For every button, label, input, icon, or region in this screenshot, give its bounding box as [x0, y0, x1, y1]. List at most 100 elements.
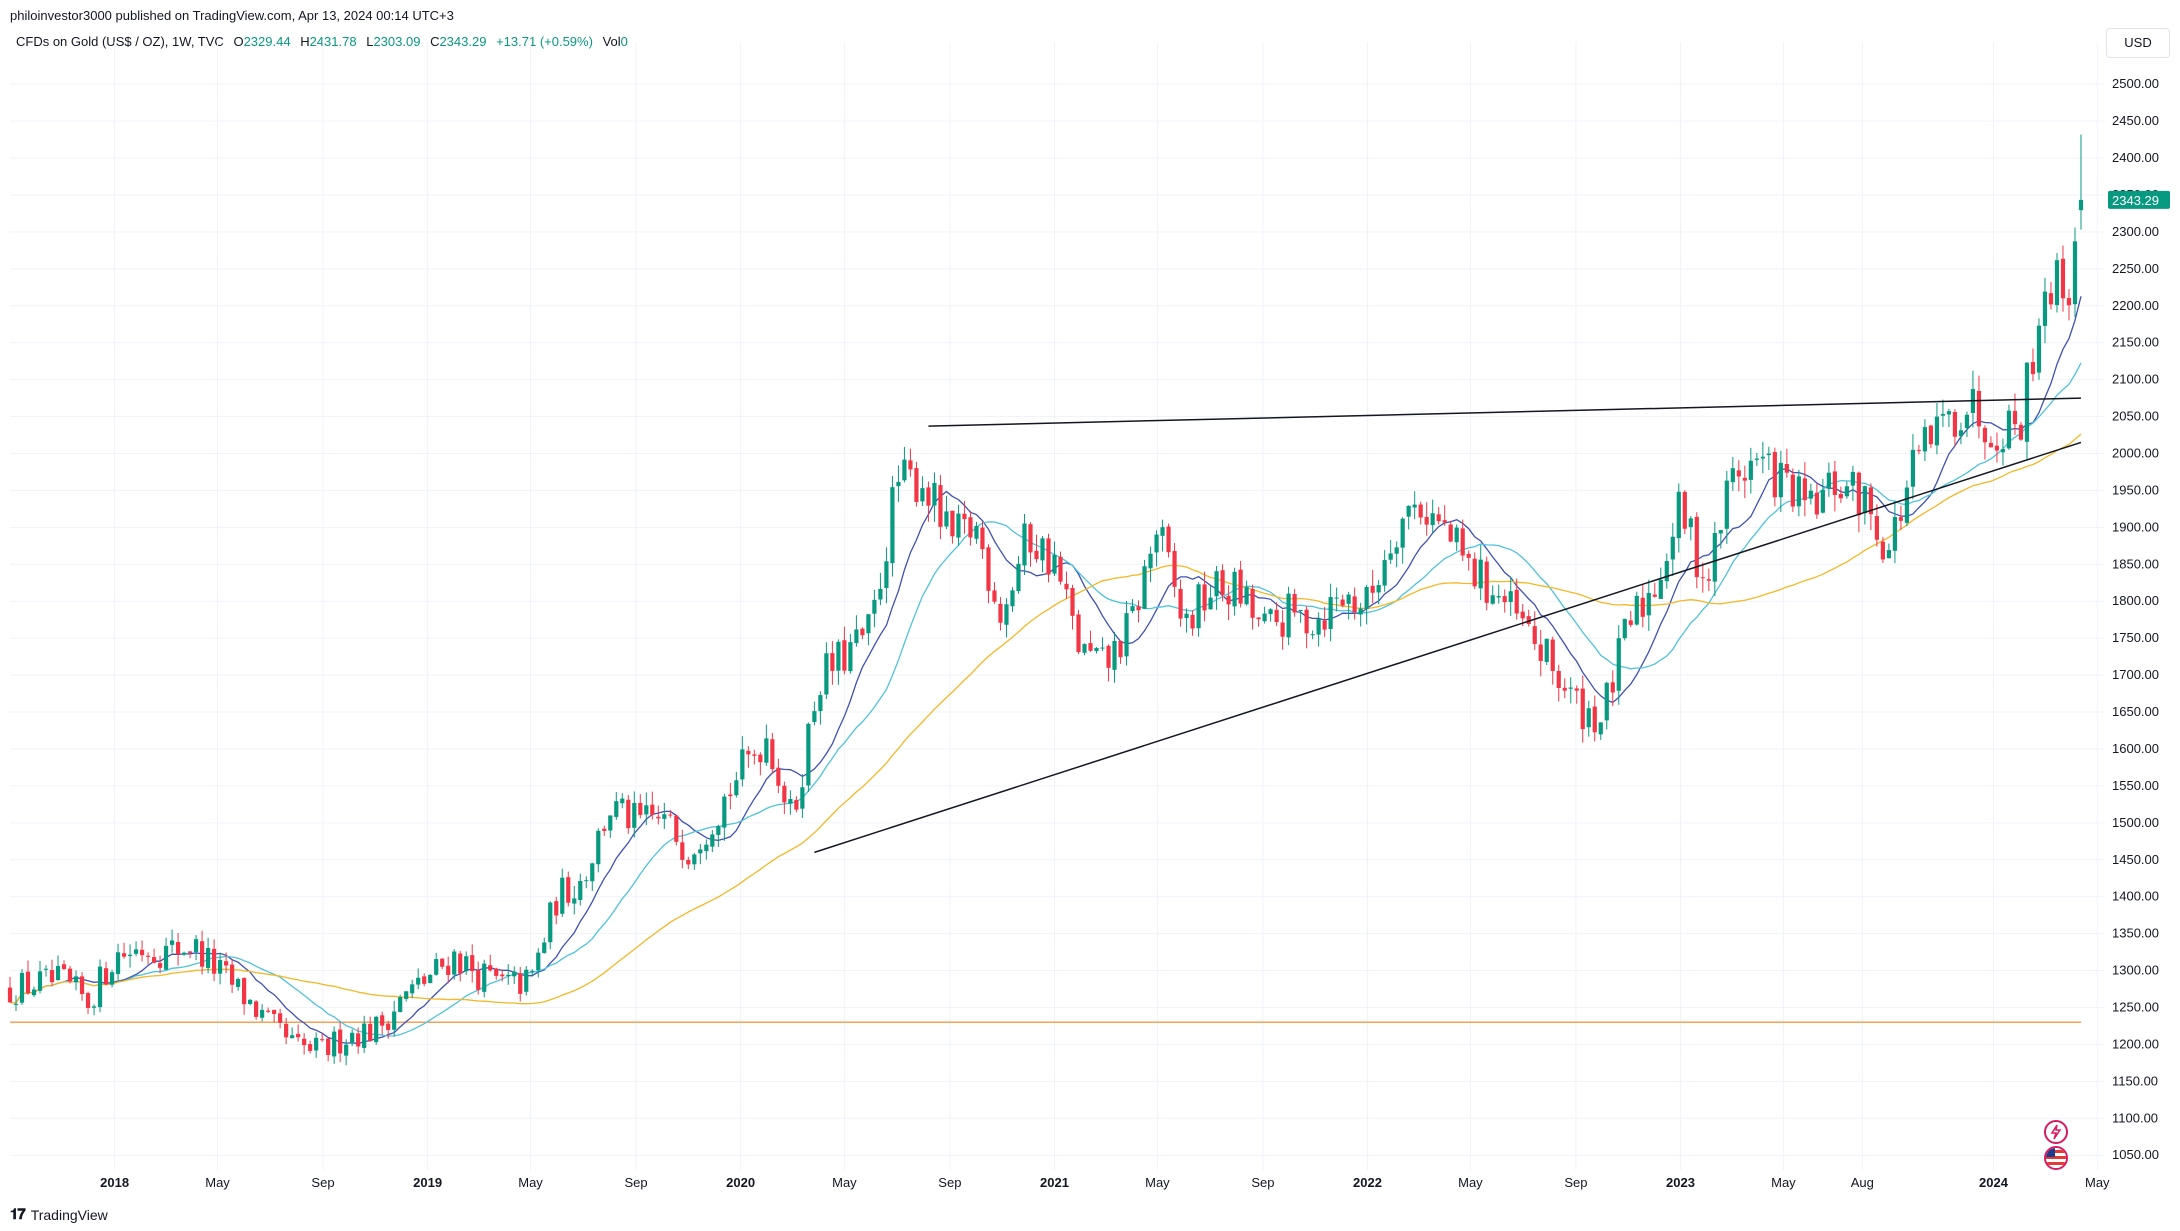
- candle-body: [998, 603, 1003, 623]
- candle-body: [1754, 458, 1759, 460]
- us-flag-icon[interactable]: [2044, 1146, 2068, 1170]
- candle-body: [1304, 609, 1309, 634]
- lightning-icon[interactable]: [2044, 1120, 2068, 1144]
- candle-body: [434, 959, 439, 975]
- candle-body: [2024, 362, 2030, 442]
- candle-body: [1190, 614, 1195, 629]
- candle-body: [1340, 599, 1345, 606]
- candle-body: [896, 481, 901, 487]
- candle-body: [320, 1039, 325, 1041]
- candle-body: [169, 940, 175, 945]
- candle-body: [1526, 616, 1531, 625]
- candle-body: [1460, 528, 1465, 556]
- candle-body: [1400, 518, 1405, 548]
- candle-body: [211, 948, 217, 974]
- candle-body: [1370, 585, 1375, 593]
- brand-name: TradingView: [30, 1206, 108, 1223]
- candle-body: [1034, 550, 1039, 560]
- candle-body: [2072, 241, 2078, 305]
- candle-body: [55, 965, 61, 981]
- candle-body: [1730, 468, 1735, 483]
- candle-body: [1784, 464, 1789, 473]
- candle-body: [692, 854, 697, 865]
- candle-body: [734, 780, 739, 796]
- candle-body: [19, 972, 25, 1003]
- candle-body: [127, 954, 133, 957]
- candle-body: [1214, 571, 1219, 597]
- candle-body: [770, 739, 775, 770]
- candle-body: [1100, 647, 1105, 649]
- candle-body: [1064, 583, 1069, 590]
- candle-body: [1652, 594, 1657, 597]
- candle-body: [1904, 487, 1910, 523]
- candle-body: [806, 723, 811, 786]
- candle-body: [1634, 595, 1639, 625]
- candle-body: [1700, 577, 1705, 579]
- time-tick-label: Sep: [1564, 1175, 1587, 1190]
- candle-body: [1484, 561, 1489, 603]
- tradingview-brand[interactable]: 𝟏𝟕 TradingView: [10, 1206, 108, 1223]
- time-tick-label: May: [832, 1175, 857, 1190]
- candle-body: [854, 629, 859, 644]
- candle-body: [920, 488, 925, 502]
- candle-body: [1646, 592, 1651, 616]
- candle-body: [1136, 606, 1141, 611]
- time-axis[interactable]: 2018 May Sep 2019 May Sep 2020 May Sep 2021 May Sep…: [100, 1175, 2110, 1190]
- candle-body: [1916, 450, 1922, 452]
- candle-body: [1694, 516, 1699, 578]
- candle-body: [1316, 619, 1321, 635]
- candle-body: [626, 799, 631, 829]
- candle-body: [536, 952, 541, 971]
- candle-body: [368, 1023, 373, 1041]
- candle-body: [1910, 449, 1916, 487]
- candle-body: [1514, 589, 1519, 614]
- candle-body: [344, 1044, 349, 1056]
- price-tick-label: 2000.00: [2112, 445, 2159, 460]
- candle-body: [1046, 538, 1051, 575]
- candle-body: [710, 834, 715, 847]
- candle-body: [314, 1037, 319, 1051]
- candle-body: [1886, 550, 1891, 559]
- grid: [10, 42, 2105, 1170]
- candle-body: [380, 1015, 385, 1026]
- candle-body: [440, 958, 445, 967]
- price-tick-label: 2150.00: [2112, 335, 2159, 350]
- candle-body: [1028, 524, 1033, 553]
- candle-body: [266, 1010, 271, 1012]
- currency-button[interactable]: USD: [2106, 28, 2170, 58]
- close-label: C: [430, 34, 440, 49]
- candle-body: [1826, 472, 1831, 489]
- candle-body: [1124, 613, 1129, 657]
- candle-body: [1832, 471, 1837, 495]
- price-tick-label: 1600.00: [2112, 741, 2159, 756]
- candle-body: [494, 968, 499, 976]
- candle-body: [1232, 571, 1237, 607]
- candle-body: [1736, 470, 1741, 477]
- candle-body: [1814, 492, 1819, 515]
- candle-body: [350, 1032, 355, 1044]
- price-axis[interactable]: 1050.00 1100.00 1150.00 1200.00 1250.00 1300.…: [2112, 76, 2159, 1162]
- candle-body: [308, 1044, 313, 1051]
- candle-body: [884, 561, 889, 588]
- candle-body: [1550, 639, 1555, 671]
- candle-body: [1292, 594, 1297, 613]
- moving-average-line: [9, 362, 2082, 1037]
- candle-body: [776, 767, 781, 786]
- price-tick-label: 1150.00: [2112, 1073, 2158, 1088]
- candle-body: [1688, 518, 1693, 528]
- candle-body: [163, 945, 169, 970]
- candle-body: [1820, 489, 1825, 513]
- candle-body: [1244, 587, 1249, 605]
- candle-body: [2000, 449, 2006, 453]
- candle-body: [620, 798, 625, 804]
- candle-body: [830, 653, 835, 671]
- candle-body: [872, 599, 877, 614]
- candle-body: [716, 825, 721, 835]
- published-by-text: philoinvestor3000 published on TradingVi…: [10, 8, 454, 23]
- candle-body: [1856, 472, 1861, 516]
- candle-body: [61, 964, 67, 969]
- price-tick-label: 1250.00: [2112, 999, 2159, 1014]
- candle-body: [548, 902, 553, 943]
- candle-body: [1412, 504, 1417, 508]
